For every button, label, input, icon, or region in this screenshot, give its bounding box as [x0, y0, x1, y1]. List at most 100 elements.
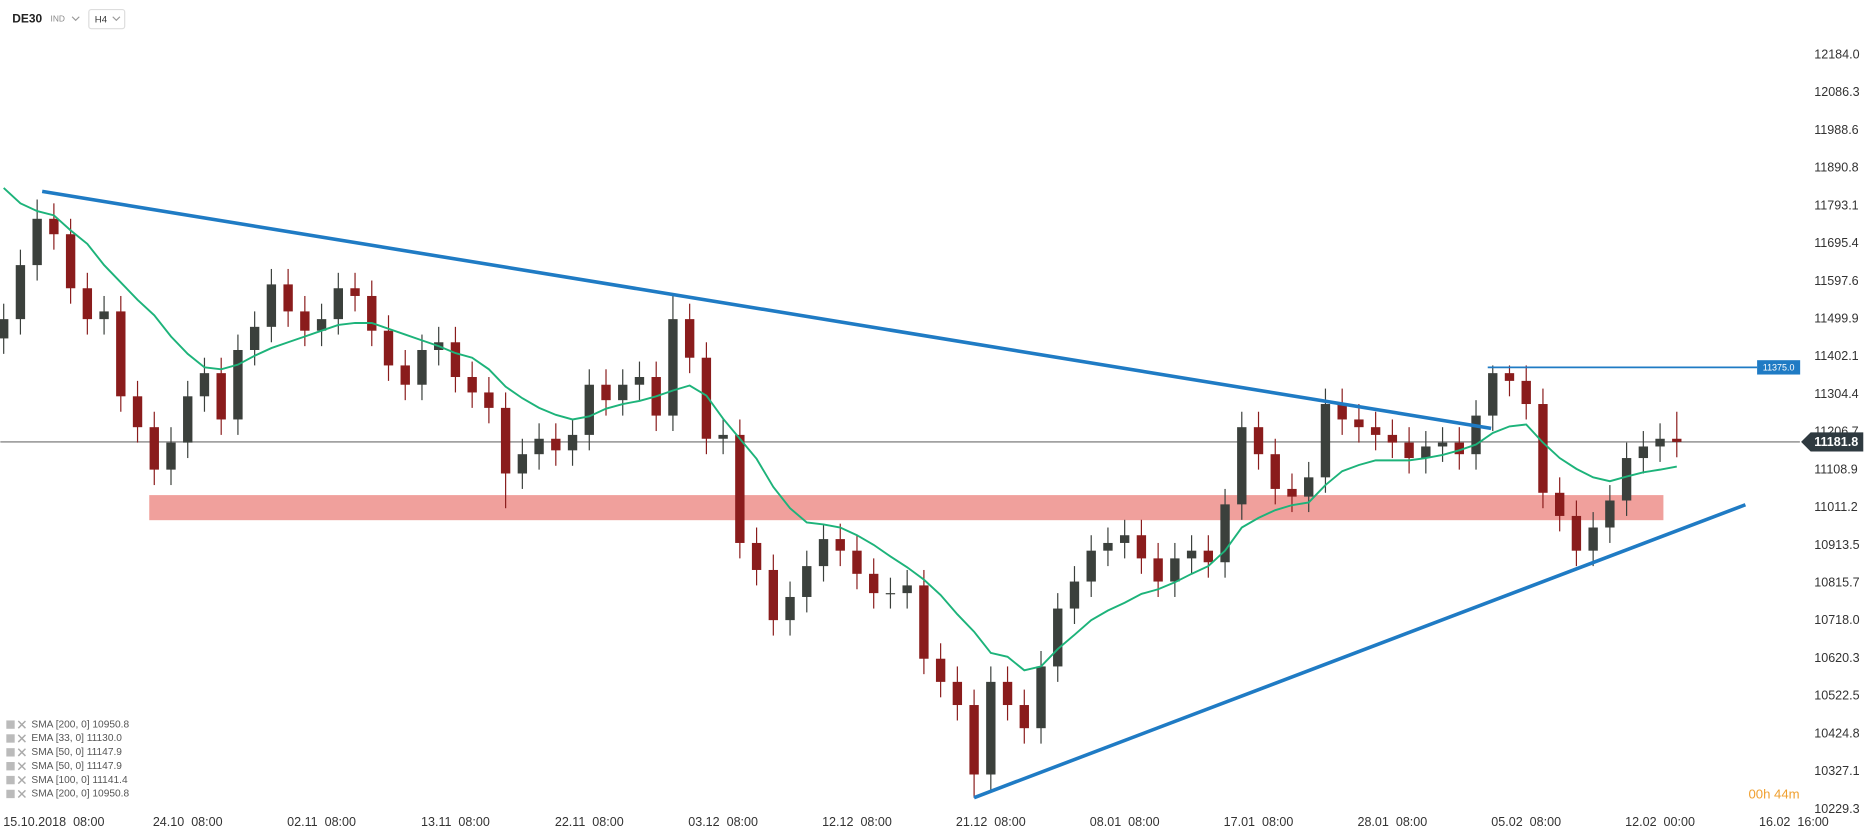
- candle-body: [601, 384, 611, 401]
- indicator-icon: [6, 734, 15, 743]
- candle-timer: 00h 44m: [1748, 787, 1799, 802]
- candle-body: [1287, 488, 1297, 497]
- x-tick-label: 12.12 08:00: [822, 815, 892, 829]
- candle-body: [1170, 558, 1180, 582]
- candle-body: [902, 585, 912, 594]
- candle-body: [116, 311, 126, 397]
- y-tick-label: 10327.1: [1814, 764, 1859, 778]
- candle-body: [15, 265, 26, 320]
- candle-body: [166, 442, 176, 470]
- y-tick-label: 10913.5: [1814, 538, 1859, 552]
- candle-body: [735, 434, 745, 543]
- indicator-label: SMA [200, 0] 10950.8: [31, 789, 129, 800]
- y-tick-label: 10522.5: [1814, 689, 1859, 703]
- candle-body: [1320, 404, 1331, 478]
- candle-body: [149, 427, 159, 470]
- candle-body: [567, 434, 578, 451]
- candle-body: [1655, 438, 1665, 447]
- x-tick-label: 28.01 08:00: [1357, 815, 1427, 829]
- candle-body: [1002, 681, 1013, 706]
- y-tick-label: 11793.1: [1814, 198, 1858, 212]
- candle-body: [869, 573, 879, 594]
- candle-body: [216, 373, 226, 420]
- candle-body: [701, 357, 712, 439]
- candle-body: [1354, 419, 1364, 428]
- candle-body: [500, 407, 511, 474]
- candle-body: [350, 288, 360, 296]
- indicator-icon: [6, 775, 15, 785]
- candle-body: [32, 218, 42, 266]
- y-tick-label: 11402.1: [1814, 349, 1858, 363]
- x-tick-label: 13.11 08:00: [421, 815, 490, 829]
- candle-body: [1621, 458, 1632, 501]
- candle-body: [1153, 558, 1163, 582]
- candle-body: [768, 569, 779, 621]
- indicator-icon: [6, 762, 15, 771]
- candle-body: [935, 658, 946, 682]
- candle-body: [969, 705, 979, 775]
- candle-body: [199, 373, 210, 397]
- y-tick-label: 10620.3: [1814, 651, 1859, 665]
- candle-body: [65, 234, 76, 289]
- candle-body: [1237, 427, 1247, 505]
- indicator-icon: [6, 720, 15, 729]
- x-tick-label: 17.01 08:00: [1224, 815, 1294, 829]
- x-tick-label: 24.10 08:00: [153, 815, 223, 829]
- y-tick-label: 12086.3: [1814, 85, 1859, 99]
- candle-body: [484, 392, 494, 408]
- candle-body: [183, 396, 193, 443]
- candle-body: [818, 539, 829, 567]
- indicator-label: SMA [200, 0] 10950.8: [31, 719, 129, 730]
- y-tick-label: 10424.8: [1814, 726, 1859, 740]
- candle-body: [400, 365, 410, 385]
- timeframe[interactable]: H4: [95, 14, 108, 25]
- level-tag: [1757, 360, 1801, 375]
- last-price-tag: [1801, 432, 1864, 452]
- indicator-label: EMA [33, 0] 11130.0: [31, 733, 122, 744]
- candle-body: [0, 319, 9, 339]
- candle-body: [1538, 404, 1548, 493]
- y-tick-label: 10229.3: [1814, 802, 1859, 816]
- candle-body: [367, 295, 377, 331]
- candle-body: [1454, 442, 1464, 455]
- y-tick-label: 11597.6: [1814, 274, 1858, 288]
- candle-body: [1186, 550, 1197, 559]
- candle-body: [618, 384, 628, 401]
- candle-body: [283, 284, 293, 312]
- market[interactable]: IND: [51, 13, 65, 23]
- candle-body: [1253, 427, 1264, 455]
- y-tick-label: 11988.6: [1814, 123, 1858, 137]
- candle-body: [551, 438, 561, 451]
- candle-body: [1554, 492, 1565, 516]
- candle-body: [952, 681, 963, 706]
- candle-body: [417, 349, 427, 385]
- x-tick-label: 22.11 08:00: [555, 815, 624, 829]
- symbol[interactable]: DE30: [12, 11, 42, 25]
- candle-body: [82, 288, 93, 320]
- candle-body: [1203, 550, 1214, 563]
- timeframe-select[interactable]: [88, 8, 126, 30]
- indicator-remove: [17, 762, 26, 771]
- indicator-label: SMA [50, 0] 11147.9: [31, 761, 122, 772]
- level-label: 11375.0: [1763, 362, 1795, 372]
- y-tick-label: 12184.0: [1814, 47, 1859, 61]
- x-tick-label: 21.12 08:00: [956, 815, 1026, 829]
- candle-body: [1605, 500, 1615, 528]
- candle-body: [1119, 535, 1130, 543]
- x-tick-label: 08.01 08:00: [1090, 815, 1160, 829]
- candle-body: [1571, 515, 1582, 551]
- support-zone: [149, 495, 1664, 521]
- candle-body: [1638, 446, 1649, 459]
- candle-body: [1471, 415, 1481, 455]
- candle-body: [450, 342, 461, 378]
- indicator-icon: [6, 789, 15, 799]
- candle-body: [1220, 504, 1230, 563]
- candle-body: [684, 319, 695, 358]
- trendline: [41, 189, 1492, 431]
- candle-body: [1521, 380, 1531, 405]
- candle-body: [49, 218, 59, 235]
- dropdown-arrow: [71, 16, 80, 22]
- candle-body: [132, 396, 143, 428]
